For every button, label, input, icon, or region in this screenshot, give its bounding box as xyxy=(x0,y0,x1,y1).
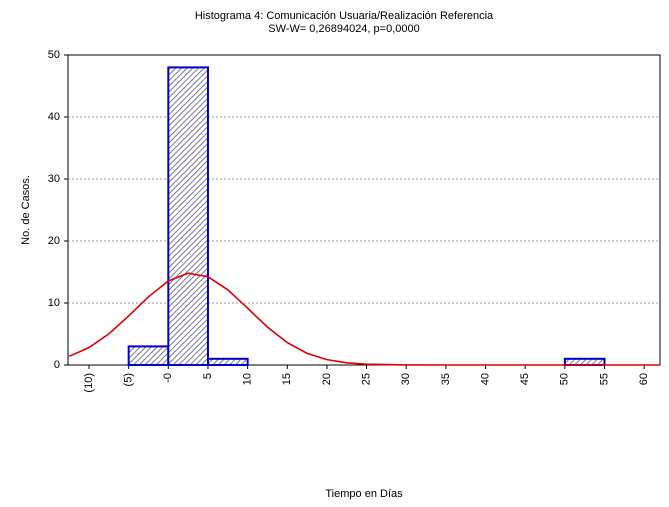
bar xyxy=(167,66,209,367)
x-tick-label: 35 xyxy=(440,373,452,385)
y-tick-label: 40 xyxy=(48,111,60,123)
x-tick-label: 10 xyxy=(242,373,254,385)
y-tick-label: 20 xyxy=(48,235,60,247)
fit-curve xyxy=(68,272,660,366)
bar xyxy=(206,357,249,366)
x-tick-label: (5) xyxy=(123,373,135,386)
x-tick-label: 40 xyxy=(479,373,491,385)
x-tick-label: -0 xyxy=(162,373,174,383)
x-tick-label: 5 xyxy=(202,373,214,379)
x-tick-label: 55 xyxy=(598,373,610,385)
x-tick-label: (10) xyxy=(83,373,95,393)
x-tick-label: 25 xyxy=(360,373,372,385)
y-axis-label: No. de Casos. xyxy=(20,175,32,245)
x-tick-label: 45 xyxy=(519,373,531,385)
bar xyxy=(127,345,170,366)
x-tick-label: 20 xyxy=(321,373,333,385)
x-tick-label: 15 xyxy=(281,373,293,385)
x-tick-label: 30 xyxy=(400,373,412,385)
y-tick-label: 10 xyxy=(48,297,60,309)
bar xyxy=(563,357,606,366)
plot-frame xyxy=(67,54,661,366)
y-tick-label: 30 xyxy=(48,173,60,185)
x-axis-label: Tiempo en Días xyxy=(325,488,403,500)
x-tick-label: 50 xyxy=(559,373,571,385)
chart-title: Histograma 4: Comunicación Usuaria/Reali… xyxy=(195,10,494,22)
x-tick-label: 60 xyxy=(638,373,650,385)
chart-subtitle: SW-W= 0,26894024, p=0,0000 xyxy=(268,23,419,35)
y-tick-label: 0 xyxy=(54,359,60,371)
y-tick-label: 50 xyxy=(48,49,60,61)
